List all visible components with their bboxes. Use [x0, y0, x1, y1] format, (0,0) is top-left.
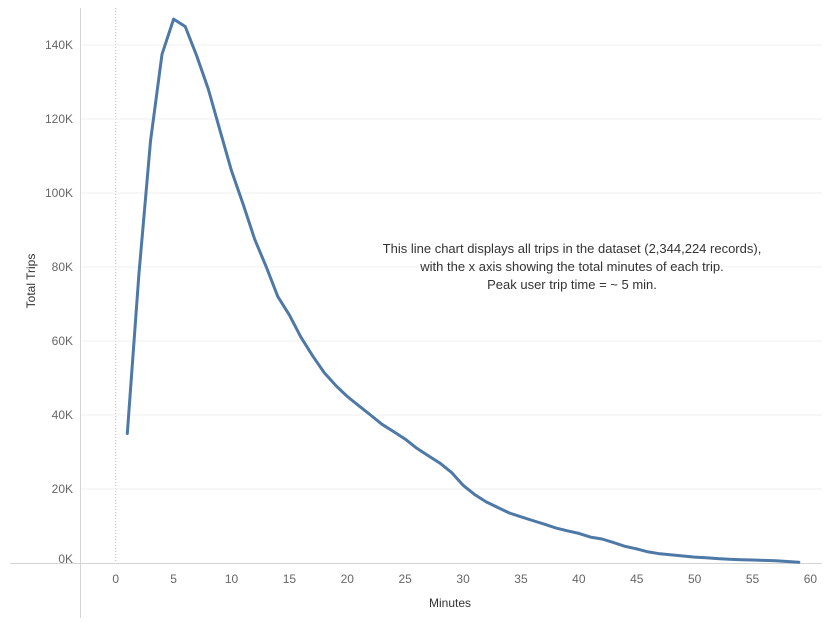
annotation-line-3: Peak user trip time = ~ 5 min.: [487, 277, 657, 292]
x-tick-label: 35: [514, 572, 528, 586]
x-tick-label: 15: [283, 572, 297, 586]
x-axis-ticks: 0 5 10 15 20 25 30 35 40 45 50 55 60: [112, 572, 817, 586]
y-tick-label: 80K: [52, 260, 73, 274]
series-line-total-trips: [125, 17, 801, 564]
gridlines: [81, 44, 822, 490]
y-tick-label: 0K: [58, 552, 73, 566]
y-axis-ticks: 0K 20K 40K 60K 80K 100K 120K 140K: [45, 38, 73, 566]
x-tick-label: 5: [170, 572, 177, 586]
x-axis-title: Minutes: [429, 596, 471, 610]
x-tick-label: 50: [688, 572, 702, 586]
x-tick-label: 30: [456, 572, 470, 586]
chart-annotation: This line chart displays all trips in th…: [352, 240, 792, 294]
y-tick-label: 140K: [45, 38, 73, 52]
annotation-line-1: This line chart displays all trips in th…: [382, 241, 762, 256]
x-tick-label: 25: [399, 572, 413, 586]
y-tick-label: 100K: [45, 186, 73, 200]
y-axis-title: Total Trips: [24, 254, 38, 309]
y-tick-label: 60K: [52, 334, 73, 348]
y-tick-label: 120K: [45, 112, 73, 126]
y-tick-label: 20K: [52, 482, 73, 496]
x-tick-label: 0: [112, 572, 119, 586]
x-tick-label: 60: [804, 572, 818, 586]
x-tick-label: 10: [225, 572, 239, 586]
x-tick-label: 55: [746, 572, 760, 586]
x-tick-label: 40: [572, 572, 586, 586]
y-tick-label: 40K: [52, 408, 73, 422]
annotation-line-2: with the x axis showing the total minute…: [420, 259, 724, 274]
x-tick-label: 20: [341, 572, 355, 586]
x-tick-label: 45: [630, 572, 644, 586]
